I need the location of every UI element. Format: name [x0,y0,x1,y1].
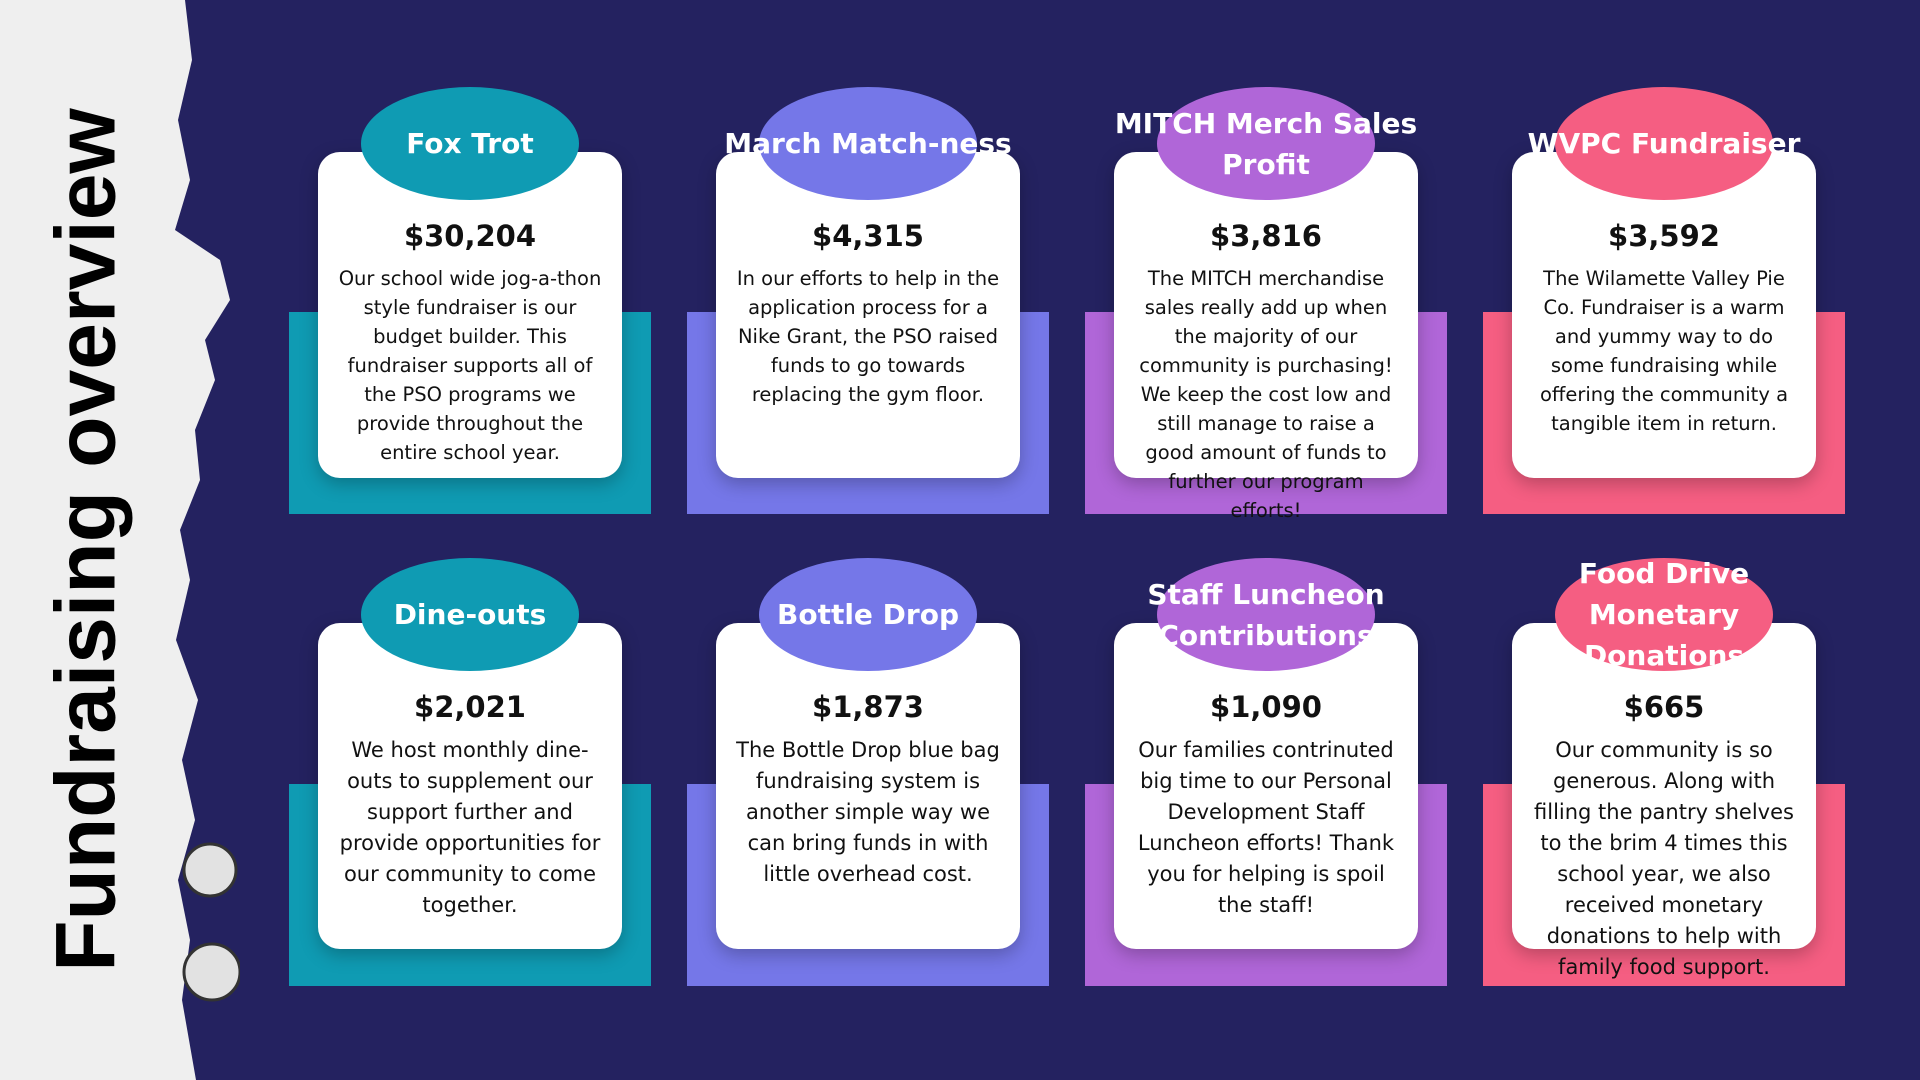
card-badge [759,87,977,200]
card-amount: $3,592 [1608,219,1720,253]
card-description: Our families contrinuted big time to our… [1137,738,1395,917]
card: $4,315 In our efforts to help in the appl… [716,152,1020,478]
card-badge [1555,558,1773,671]
card-badge [1157,558,1375,671]
card: $665 Our community is so generous. Along … [1512,623,1816,979]
star-doodles [182,842,240,1002]
card-badge [361,87,579,200]
card-amount: $3,816 [1210,219,1322,253]
card-description: The Bottle Drop blue bag fundraising sys… [736,738,1000,886]
card-title: WVPC Fundraiser [1527,127,1801,160]
card-description: We host monthly dine-outs to supplement … [339,738,601,917]
card: $3,592 The Wilamette Valley Pie Co. Fundr… [1512,152,1816,478]
card-amount: $1,090 [1210,690,1322,724]
card-title: Fox Trot [406,127,534,160]
card-title: Dine-outs [393,598,547,631]
card-title: Food Drive Monetary Donations [1578,557,1750,672]
card-badge [1555,87,1773,200]
card-badge [361,558,579,671]
page-title: Fundraising overview [38,108,133,972]
card: $1,090 Our families contrinuted big time … [1114,623,1418,949]
card-amount: $2,021 [414,690,526,724]
card-description: The Wilamette Valley Pie Co. Fundraiser … [1539,267,1789,435]
card-description: In our efforts to help in the applicatio… [736,267,1000,406]
card-amount: $4,315 [812,219,924,253]
card: $2,021 We host monthly dine-outs to suppl… [318,623,622,949]
card: $3,816 The MITCH merchandise sales really… [1114,152,1418,522]
torn-paper [0,0,240,1080]
card-amount: $1,873 [812,690,924,724]
card-title: Bottle Drop [776,598,959,631]
card-amount: $665 [1623,690,1705,724]
card: $1,873 The Bottle Drop blue bag fundraisi… [716,623,1020,949]
card: $30,204 Our school wide jog-a-thon style … [318,152,622,478]
card-description: The MITCH merchandise sales really add u… [1139,267,1393,522]
card-description: Our school wide jog-a-thon style fundrai… [338,267,602,464]
card-amount: $30,204 [403,219,537,253]
card-description: Our community is so generous. Along with… [1534,738,1794,979]
card-title: March Match-ness [724,127,1012,160]
card-badge [1157,87,1375,200]
card-badge [759,558,977,671]
card-title: Staff Luncheon Contributions [1147,577,1385,652]
card-title: MITCH Merch Sales Profit [1114,106,1418,181]
